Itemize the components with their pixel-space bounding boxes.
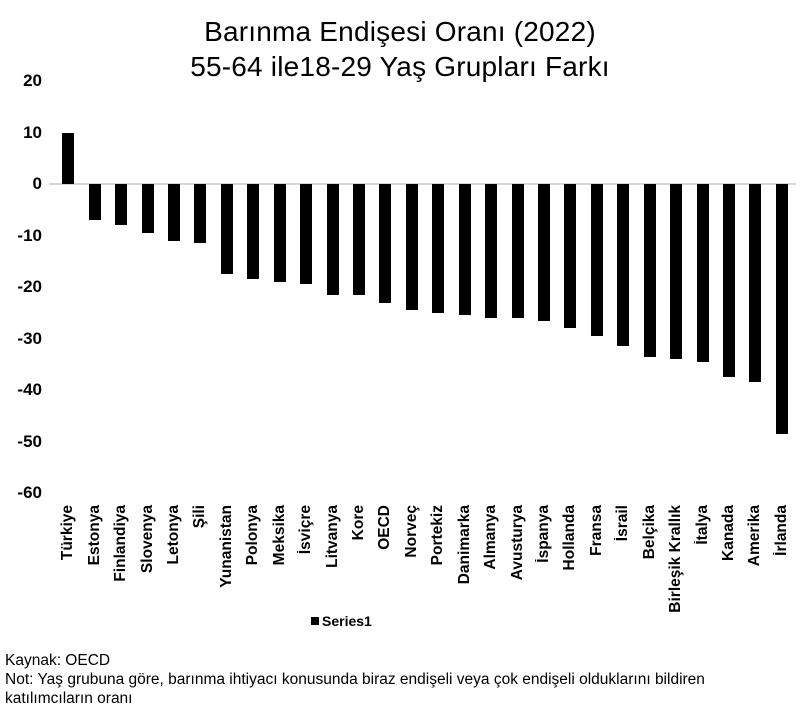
bar-Türkiye: [62, 132, 75, 184]
x-label-16: Almanya: [482, 505, 500, 570]
chart-title: Barınma Endişesi Oranı (2022): [204, 16, 596, 47]
bar-Norveç: [405, 184, 418, 311]
chart-title-block: Barınma Endişesi Oranı (2022) 55-64 ile1…: [0, 14, 800, 84]
bar-İspanya: [537, 184, 550, 321]
y-tick-label: -40: [17, 380, 42, 399]
bar-Amerika: [749, 184, 762, 383]
y-tick-label: -30: [17, 328, 42, 348]
chart-subtitle: 55-64 ile18-29 Yaş Grupları Farkı: [190, 51, 610, 82]
x-label-4: Letonya: [164, 505, 182, 565]
bar-Letonya: [167, 184, 180, 241]
legend-marker-icon: [311, 617, 319, 625]
x-label-1: Estonya: [85, 505, 103, 566]
bar-İrlanda: [775, 184, 788, 434]
x-label-23: Birleşik Krallık: [667, 505, 685, 613]
bar-Litvanya: [326, 184, 339, 295]
bar-Meksika: [273, 184, 286, 282]
x-label-27: İrlanda: [772, 505, 790, 556]
legend: Series1: [311, 613, 372, 629]
x-label-0: Türkiye: [59, 505, 77, 561]
bar-Estonya: [88, 184, 101, 221]
bar-Danimarka: [458, 184, 471, 316]
x-label-13: Norveç: [402, 505, 420, 558]
source-note: Kaynak: OECD: [5, 652, 111, 669]
x-label-20: Fransa: [587, 505, 605, 556]
x-label-6: Yunanistan: [217, 505, 235, 588]
bar-Avusturya: [511, 184, 524, 318]
y-tick-label: 0: [32, 174, 42, 193]
x-label-3: Slovenya: [138, 505, 156, 574]
x-label-24: İtalya: [693, 505, 711, 545]
bar-İsrail: [617, 184, 630, 347]
x-label-26: Amerika: [746, 505, 764, 567]
x-label-7: Polonya: [244, 505, 262, 566]
bar-İtalya: [696, 184, 709, 362]
y-tick-label: -50: [17, 431, 42, 451]
bar-OECD: [379, 184, 392, 303]
bar-Portekiz: [432, 184, 445, 313]
y-tick-label: -60: [17, 483, 42, 502]
x-label-15: Danimarka: [455, 505, 473, 585]
x-label-18: İspanya: [534, 505, 552, 563]
bar-Fransa: [590, 184, 603, 336]
x-label-9: İsviçre: [297, 505, 315, 555]
bar-İsviçre: [300, 184, 313, 285]
bar-Hollanda: [564, 184, 577, 329]
bar-Slovenya: [141, 184, 154, 233]
x-label-21: İsrail: [614, 505, 632, 542]
legend-label: Series1: [322, 613, 372, 629]
y-tick-label: 20: [23, 71, 42, 90]
bar-Belçika: [643, 184, 656, 357]
bar-Kore: [352, 184, 365, 295]
bar-Finlandiya: [115, 184, 128, 226]
method-note: Not: Yaş grubuna göre, barınma ihtiyacı …: [5, 671, 705, 707]
plot-area: [49, 81, 796, 493]
x-label-8: Meksika: [270, 505, 288, 566]
bar-Şili: [194, 184, 207, 244]
y-tick-label: 10: [23, 122, 42, 142]
bar-Birleşik Krallık: [670, 184, 683, 360]
bar-Almanya: [485, 184, 498, 318]
bar-Polonya: [247, 184, 260, 280]
zero-gridline: [49, 183, 796, 185]
x-label-17: Avusturya: [508, 505, 526, 581]
x-label-11: Kore: [349, 505, 367, 541]
x-axis-labels: Türkiye Estonya Finlandiya Slovenya Letonya Ş…: [55, 505, 795, 655]
y-axis: 20 10 0 -10 -20 -30 -40 -50 -60: [0, 71, 42, 502]
bar-Kanada: [722, 184, 735, 378]
y-tick-label: -20: [17, 277, 42, 296]
x-label-12: OECD: [376, 505, 394, 550]
x-label-5: Şili: [191, 505, 209, 529]
x-label-22: Belçika: [640, 505, 658, 560]
bar-Yunanistan: [220, 184, 233, 275]
footer: Kaynak: OECD Not: Yaş grubuna göre, barı…: [5, 651, 793, 708]
x-label-14: Portekiz: [429, 505, 447, 566]
y-tick-label: -10: [17, 225, 42, 245]
x-label-19: Hollanda: [561, 505, 579, 571]
x-label-25: Kanada: [719, 505, 737, 561]
x-label-10: Litvanya: [323, 505, 341, 568]
x-label-2: Finlandiya: [112, 505, 130, 582]
